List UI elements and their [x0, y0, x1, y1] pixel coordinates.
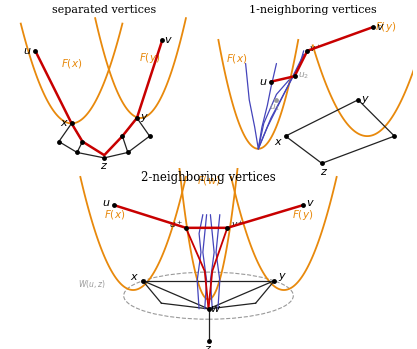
Text: $w$: $w$	[211, 304, 221, 314]
Text: $v$: $v$	[164, 35, 173, 45]
Text: $u_2$: $u_2$	[298, 71, 309, 81]
Text: $F(y)$: $F(y)$	[292, 208, 313, 222]
Text: $x$: $x$	[60, 118, 69, 128]
Text: $F(x)$: $F(x)$	[226, 52, 247, 65]
Text: $F(x)$: $F(x)$	[61, 57, 82, 70]
Text: $F(x)$: $F(x)$	[104, 208, 125, 221]
Text: $F(y)$: $F(y)$	[139, 51, 160, 65]
Text: 2-neighboring vertices: 2-neighboring vertices	[141, 171, 276, 184]
Text: $z$: $z$	[204, 344, 213, 349]
Text: separated vertices: separated vertices	[52, 6, 156, 15]
Text: $x$: $x$	[274, 136, 283, 147]
Text: $u$: $u$	[259, 77, 267, 87]
Text: $v^+$: $v^+$	[309, 42, 322, 54]
Text: $u_1$: $u_1$	[269, 103, 280, 113]
Text: $u$: $u$	[23, 46, 31, 56]
Text: $F(y)$: $F(y)$	[375, 20, 396, 34]
Text: $z$: $z$	[319, 168, 328, 177]
Text: $F(w)$: $F(w)$	[197, 174, 220, 187]
Text: $v$: $v$	[376, 22, 384, 32]
Text: 1-neighboring vertices: 1-neighboring vertices	[249, 6, 377, 15]
Text: $v^+$: $v^+$	[231, 218, 244, 230]
Text: $y$: $y$	[279, 271, 287, 283]
Text: $u^+$: $u^+$	[169, 218, 183, 230]
Text: $x$: $x$	[130, 272, 138, 282]
Text: $W(u,z)$: $W(u,z)$	[78, 279, 106, 290]
Text: $y$: $y$	[140, 112, 149, 124]
Text: $v$: $v$	[306, 198, 315, 208]
Text: $z$: $z$	[100, 161, 108, 171]
Text: $u$: $u$	[103, 198, 111, 208]
Text: $y$: $y$	[361, 94, 370, 106]
